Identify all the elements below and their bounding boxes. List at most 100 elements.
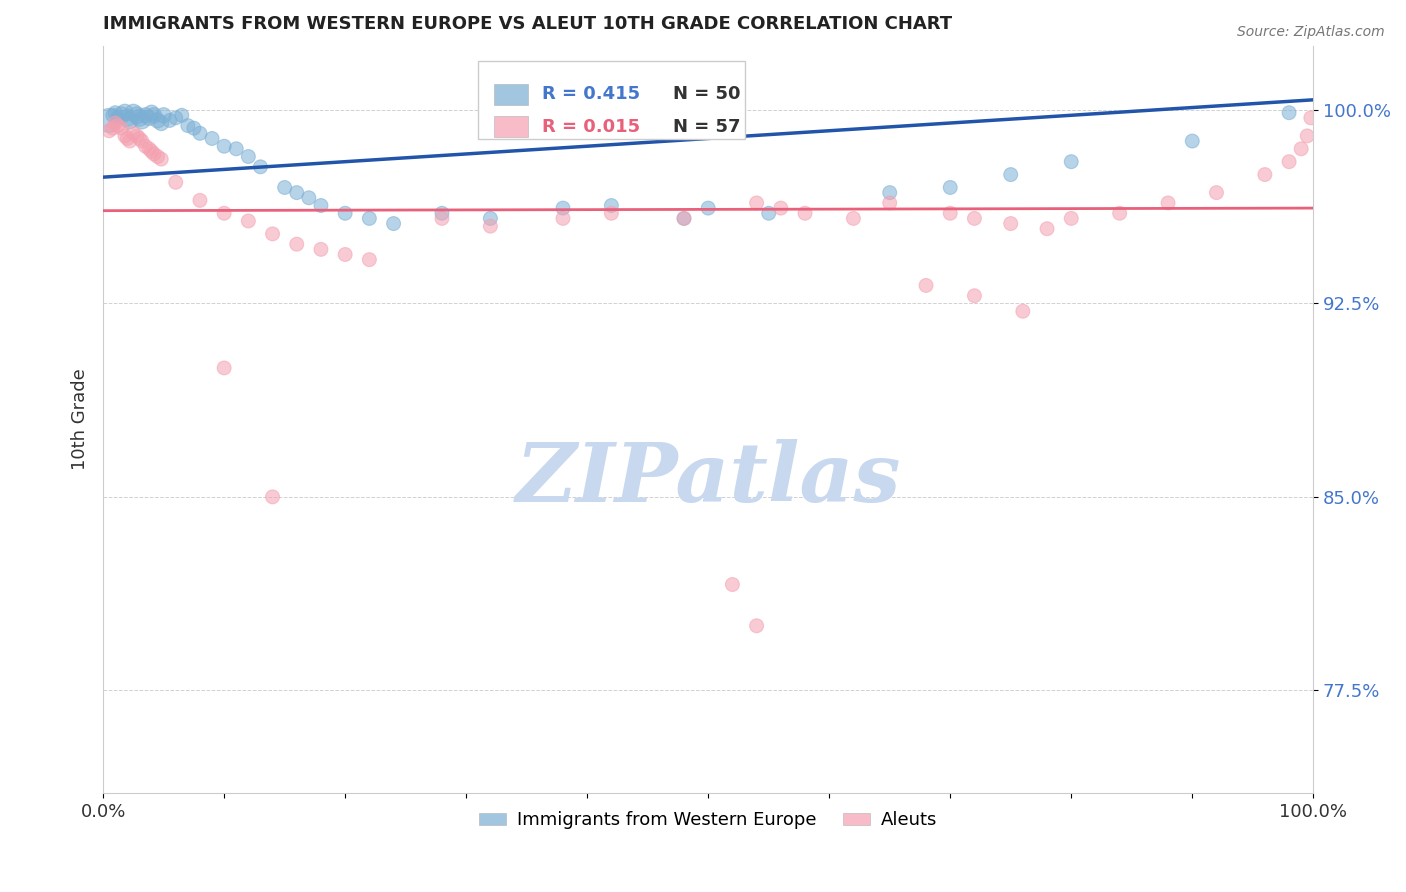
Point (1299, 111, 1322, 125)
Point (114, 105, 136, 120)
Point (963, 211, 986, 226)
Point (285, 186, 308, 200)
Point (1181, 134, 1204, 148)
Point (939, 206, 962, 220)
Point (430, 211, 453, 226)
Point (333, 247, 356, 261)
Point (159, 113, 181, 128)
Point (769, 201, 792, 215)
Point (298, 191, 321, 205)
Point (98, 113, 121, 128)
Point (98, 124, 121, 138)
Point (758, 206, 780, 220)
Point (212, 360, 235, 375)
Point (141, 145, 163, 159)
Point (142, 108, 165, 122)
Point (672, 211, 695, 226)
Point (165, 175, 187, 189)
Point (128, 131, 150, 145)
Point (146, 149, 169, 163)
Point (600, 198, 623, 212)
Point (165, 111, 187, 125)
Point (101, 121, 124, 136)
Point (1060, 154, 1083, 169)
Point (1000, 217, 1022, 231)
Point (794, 206, 817, 220)
Point (1000, 168, 1022, 182)
Point (138, 142, 160, 156)
Point (118, 113, 141, 128)
Point (1278, 105, 1301, 120)
Point (225, 142, 247, 156)
Point (359, 252, 381, 267)
Point (1254, 168, 1277, 182)
Text: IMMIGRANTS FROM WESTERN EUROPE VS ALEUT 10TH GRADE CORRELATION CHART: IMMIGRANTS FROM WESTERN EUROPE VS ALEUT … (103, 15, 952, 33)
Point (879, 186, 901, 200)
Point (110, 121, 132, 136)
FancyBboxPatch shape (478, 61, 745, 139)
Point (114, 128, 136, 143)
Point (285, 237, 308, 252)
Point (150, 116, 173, 130)
Point (1289, 142, 1312, 156)
Point (107, 119, 129, 133)
Point (963, 289, 986, 303)
Point (262, 490, 284, 504)
Point (142, 147, 165, 161)
Point (131, 113, 153, 128)
Point (309, 198, 332, 212)
Point (600, 206, 623, 220)
Text: N = 50: N = 50 (673, 86, 741, 103)
Point (1205, 186, 1227, 200)
Point (122, 105, 145, 120)
Point (1278, 154, 1301, 169)
Point (359, 211, 381, 226)
Point (721, 577, 744, 591)
Point (551, 211, 574, 226)
Point (382, 217, 405, 231)
Point (117, 131, 139, 145)
Point (672, 211, 695, 226)
Point (212, 206, 235, 220)
Point (939, 180, 962, 194)
Point (104, 116, 127, 130)
Point (183, 121, 205, 136)
Point (479, 211, 502, 226)
Point (1296, 128, 1319, 143)
Text: N = 57: N = 57 (673, 118, 741, 136)
Point (134, 108, 156, 122)
Point (138, 111, 160, 125)
Point (238, 149, 260, 163)
Point (238, 214, 260, 228)
Point (309, 243, 332, 257)
Point (697, 201, 720, 215)
Point (430, 206, 453, 220)
Point (141, 105, 163, 120)
Point (1108, 206, 1130, 220)
Text: R = 0.415: R = 0.415 (543, 86, 641, 103)
FancyBboxPatch shape (494, 116, 527, 137)
Point (551, 201, 574, 215)
Point (125, 108, 148, 122)
Point (117, 111, 139, 125)
Point (125, 128, 148, 143)
Point (146, 113, 169, 128)
Point (128, 111, 150, 125)
Point (745, 196, 768, 211)
Point (101, 108, 124, 122)
Point (273, 180, 295, 194)
Point (110, 108, 132, 122)
Point (333, 206, 356, 220)
Point (188, 194, 211, 208)
Text: ZIPatlas: ZIPatlas (516, 440, 901, 519)
Legend: Immigrants from Western Europe, Aleuts: Immigrants from Western Europe, Aleuts (471, 805, 945, 837)
Point (212, 139, 235, 153)
Point (479, 219, 502, 234)
Point (1036, 221, 1059, 235)
Point (745, 619, 768, 633)
Point (150, 152, 173, 166)
Text: R = 0.015: R = 0.015 (543, 118, 641, 136)
Point (177, 119, 200, 133)
FancyBboxPatch shape (494, 84, 527, 104)
Point (122, 126, 145, 140)
